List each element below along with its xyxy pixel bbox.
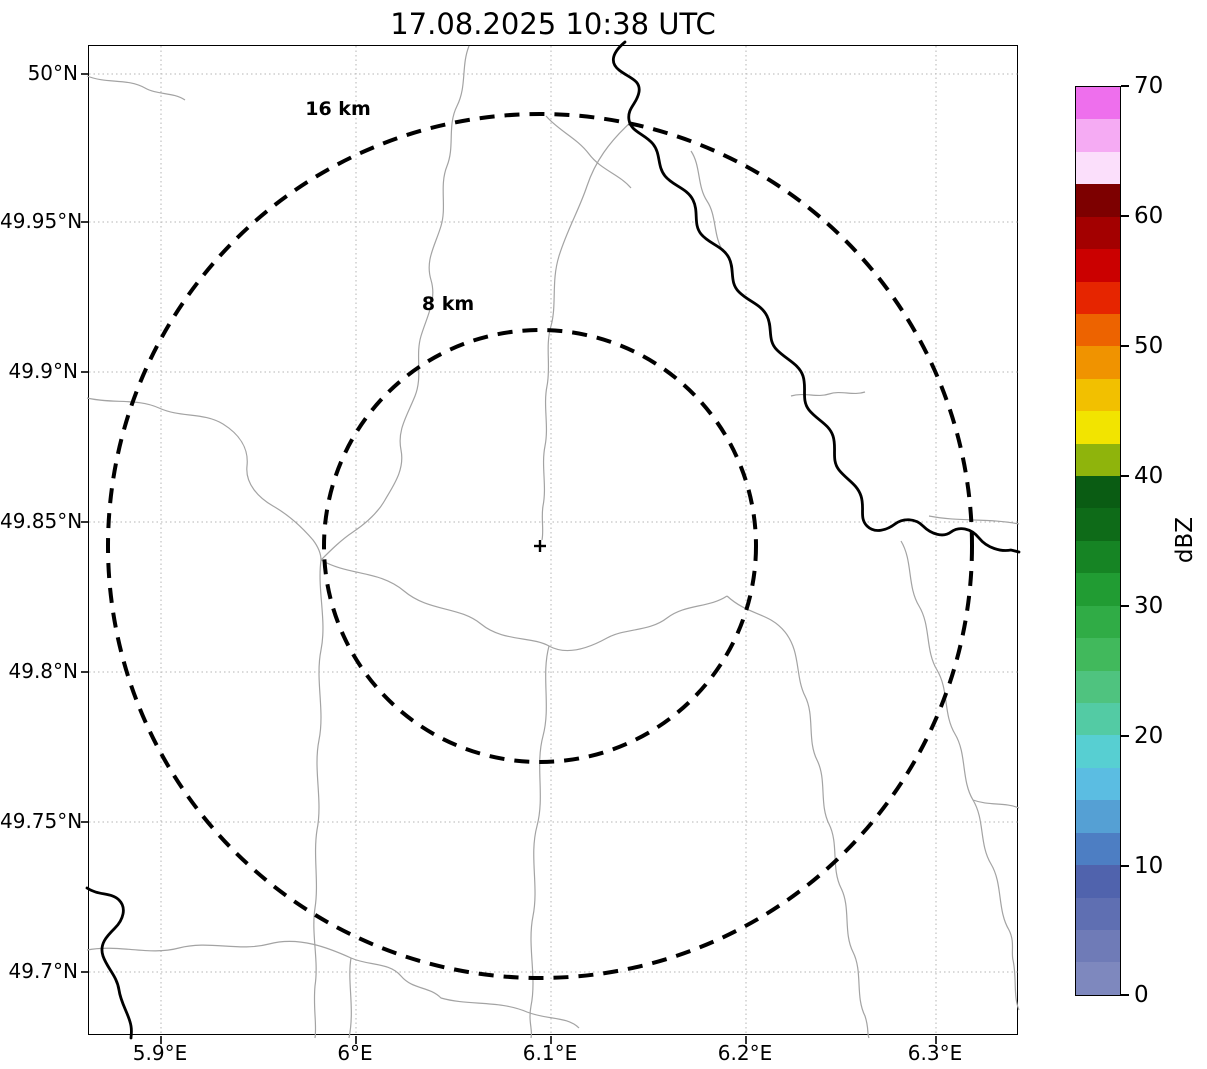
colorbar-step — [1076, 249, 1120, 282]
radar-center-marker — [534, 540, 546, 552]
colorbar-tick-label: 0 — [1134, 982, 1149, 1008]
colorbar-step — [1076, 670, 1120, 704]
boundary-path — [86, 397, 322, 561]
graticule-grid — [89, 46, 1019, 1036]
colorbar-step — [1076, 346, 1120, 379]
range-ring-label-8km: 8 km — [421, 293, 475, 315]
river-lines — [85, 40, 1021, 1040]
colorbar-step — [1076, 87, 1120, 120]
colorbar-step — [1076, 865, 1120, 898]
colorbar-step — [1076, 929, 1120, 963]
boundary-path — [320, 45, 470, 561]
y-tick-label: 49.9°N — [8, 359, 79, 383]
colorbar-step — [1076, 540, 1120, 574]
colorbar-step — [1076, 151, 1120, 185]
colorbar-step — [1076, 443, 1120, 477]
colorbar-tick-label: 50 — [1134, 333, 1164, 359]
river-path — [85, 886, 133, 1040]
boundary-path — [972, 799, 1020, 809]
colorbar-step — [1076, 638, 1120, 671]
colorbar-tick-mark — [1121, 215, 1129, 217]
boundary-path — [313, 559, 324, 1039]
colorbar-tick-mark — [1121, 475, 1129, 477]
y-tick-label: 50°N — [27, 61, 78, 85]
colorbar-step — [1076, 313, 1120, 347]
plot-area: 16 km 8 km — [81, 40, 1021, 1044]
boundary-path — [900, 540, 1020, 1011]
boundary-path — [86, 940, 580, 1029]
colorbar-step — [1076, 184, 1120, 217]
range-rings — [106, 112, 974, 980]
range-ring-label-16km: 16 km — [305, 98, 371, 120]
colorbar-step — [1076, 767, 1120, 801]
river-path — [611, 40, 1021, 554]
colorbar-step — [1076, 119, 1120, 152]
admin-boundaries — [86, 45, 1020, 1039]
range-ring-16km-circle — [106, 112, 974, 980]
x-tick-label: 6.1°E — [522, 1041, 578, 1065]
boundary-path — [545, 115, 632, 189]
colorbar-step — [1076, 897, 1120, 930]
plot-title: 17.08.2025 10:38 UTC — [390, 7, 716, 41]
boundary-path — [348, 957, 352, 1039]
colorbar-tick-label: 60 — [1134, 203, 1164, 229]
colorbar — [1075, 86, 1121, 996]
colorbar-step — [1076, 216, 1120, 250]
colorbar-step — [1076, 281, 1120, 314]
boundary-path — [726, 595, 870, 1039]
colorbar-unit-label: dBZ — [1172, 516, 1198, 564]
y-tick-label: 49.75°N — [0, 809, 83, 833]
x-tick-label: 6.3°E — [907, 1041, 963, 1065]
colorbar-tick-mark — [1121, 994, 1129, 996]
map-canvas — [81, 40, 1021, 1044]
colorbar-step — [1076, 573, 1120, 606]
colorbar-tick-label: 30 — [1134, 593, 1164, 619]
colorbar-step — [1076, 411, 1120, 444]
colorbar-step — [1076, 703, 1120, 736]
colorbar-step — [1076, 605, 1120, 639]
y-tick-label: 49.7°N — [8, 959, 79, 983]
y-tick-label: 49.95°N — [0, 209, 83, 233]
colorbar-step — [1076, 800, 1120, 833]
colorbar-tick-mark — [1121, 85, 1129, 87]
colorbar-tick-label: 20 — [1134, 723, 1164, 749]
colorbar-tick-label: 40 — [1134, 463, 1164, 489]
boundary-path — [928, 515, 1020, 525]
boundary-path — [541, 121, 632, 541]
boundary-path — [320, 559, 728, 652]
x-tick-label: 5.9°E — [132, 1041, 188, 1065]
colorbar-step — [1076, 378, 1120, 412]
colorbar-step — [1076, 476, 1120, 509]
colorbar-tick-mark — [1121, 345, 1129, 347]
range-ring-8km-circle — [322, 328, 758, 764]
colorbar-tick-mark — [1121, 605, 1129, 607]
y-tick-label: 49.85°N — [0, 509, 83, 533]
x-tick-label: 6.2°E — [717, 1041, 773, 1065]
y-tick-label: 49.8°N — [8, 659, 79, 683]
colorbar-tick-mark — [1121, 865, 1129, 867]
x-tick-label: 6°E — [337, 1041, 373, 1065]
colorbar-step — [1076, 735, 1120, 768]
colorbar-tick-label: 70 — [1134, 73, 1164, 99]
boundary-path — [86, 75, 186, 101]
colorbar-step — [1076, 508, 1120, 541]
boundary-path — [790, 391, 866, 397]
colorbar-tick-label: 10 — [1134, 853, 1164, 879]
colorbar-tick-mark — [1121, 735, 1129, 737]
boundary-path — [529, 645, 550, 1039]
colorbar-step — [1076, 962, 1120, 995]
axis-tick-marks — [81, 73, 937, 1044]
boundary-path — [690, 150, 724, 252]
colorbar-step — [1076, 832, 1120, 866]
